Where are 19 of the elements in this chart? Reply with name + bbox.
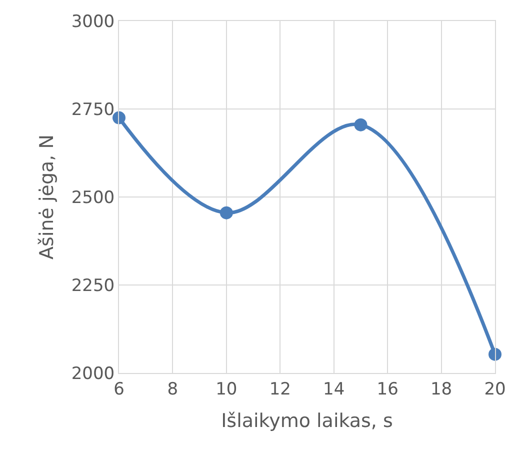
x-tick-label: 12 [269, 379, 291, 400]
x-tick-label: 6 [114, 379, 124, 400]
y-tick-label: 2250 [71, 276, 115, 296]
x-tick-label: 16 [376, 379, 398, 400]
x-tick-label: 14 [323, 379, 345, 400]
x-tick-label: 8 [167, 379, 178, 400]
point [112, 111, 126, 124]
point [488, 348, 502, 361]
x-tick-label: 20 [484, 379, 506, 400]
x-axis-title: Išlaikymo laikas, s [221, 410, 393, 432]
y-tick-label: 3000 [71, 12, 115, 32]
y-tick-label: 2500 [71, 188, 115, 208]
x-tick-label: 18 [430, 379, 452, 400]
y-axis-title: Ašinė jėga, N [36, 134, 58, 260]
x-tick-label: 10 [216, 379, 238, 400]
point [354, 118, 368, 132]
y-tick-label: 2750 [71, 100, 115, 120]
y-tick-label: 2000 [71, 364, 115, 384]
point [220, 206, 233, 220]
